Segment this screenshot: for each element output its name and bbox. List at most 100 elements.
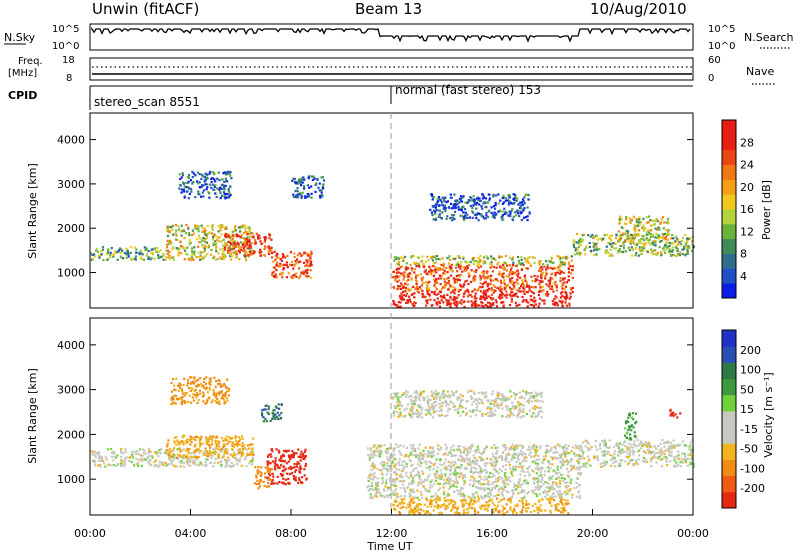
- velocity-cell: [240, 455, 243, 458]
- power-cell: [494, 213, 497, 217]
- velocity-cell: [296, 465, 299, 468]
- velocity-cell: [504, 468, 507, 471]
- power-cell: [577, 242, 580, 245]
- power-cell: [492, 266, 496, 269]
- velocity-cell: [204, 461, 207, 464]
- power-cell: [229, 185, 232, 188]
- velocity-cell: [555, 483, 558, 486]
- velocity-cell: [240, 451, 243, 454]
- velocity-cell: [191, 451, 194, 454]
- velocity-cell: [249, 453, 252, 456]
- velocity-cell: [452, 449, 456, 452]
- power-cell: [495, 301, 498, 304]
- power-cell: [424, 260, 427, 263]
- power-cell: [459, 288, 462, 291]
- power-cell: [228, 240, 231, 243]
- velocity-cell: [116, 454, 119, 457]
- velocity-cell: [267, 478, 270, 481]
- power-cell: [522, 216, 526, 219]
- power-cell: [666, 247, 669, 251]
- velocity-cell: [257, 482, 261, 486]
- power-cell: [500, 292, 504, 295]
- power-cell: [422, 263, 425, 266]
- velocity-cell: [166, 443, 169, 446]
- power-cell: [482, 293, 486, 296]
- power-cell: [501, 202, 504, 205]
- power-cell: [581, 240, 584, 243]
- velocity-cell: [494, 480, 498, 483]
- power-cell: [678, 253, 682, 257]
- power-cell: [684, 233, 687, 237]
- power-colorbar-tick-label: 4: [740, 270, 747, 283]
- power-cell: [203, 227, 206, 231]
- velocity-cell: [450, 455, 453, 458]
- velocity-cell: [240, 435, 244, 438]
- power-cell: [630, 246, 633, 249]
- power-cell: [438, 198, 441, 201]
- velocity-cell: [273, 416, 276, 419]
- velocity-cell: [579, 444, 582, 447]
- power-cell: [479, 199, 482, 203]
- power-cell: [287, 272, 290, 275]
- power-cell: [488, 262, 492, 265]
- power-cell: [489, 297, 493, 300]
- power-cell: [205, 176, 208, 180]
- power-cell: [558, 265, 561, 268]
- velocity-cell: [432, 463, 435, 466]
- power-cell: [579, 252, 583, 255]
- power-cell: [490, 274, 493, 277]
- velocity-cell: [484, 447, 487, 450]
- power-cell: [562, 277, 565, 280]
- power-cell: [275, 276, 279, 279]
- velocity-cell: [401, 460, 404, 463]
- power-cell: [629, 233, 633, 236]
- power-cell: [213, 172, 216, 175]
- power-cell: [516, 197, 519, 200]
- power-cell: [413, 268, 416, 271]
- velocity-cell: [178, 443, 181, 446]
- velocity-cell: [504, 459, 507, 462]
- power-cell: [237, 226, 240, 229]
- velocity-cell: [465, 457, 469, 460]
- freq-label-1: Freq.: [18, 56, 43, 67]
- power-cell: [310, 196, 313, 199]
- velocity-cell: [211, 440, 214, 443]
- power-cell: [220, 183, 223, 187]
- power-cell: [402, 273, 405, 276]
- velocity-cell: [528, 453, 531, 456]
- velocity-cell: [424, 478, 427, 481]
- power-cell: [440, 217, 443, 220]
- velocity-cell: [190, 401, 193, 404]
- power-cell: [684, 244, 688, 247]
- power-cell: [659, 236, 662, 239]
- power-cell: [464, 260, 467, 263]
- power-cell: [491, 297, 494, 300]
- velocity-cell: [281, 459, 285, 462]
- power-cell: [190, 190, 193, 193]
- velocity-cell: [148, 449, 151, 453]
- power-cell: [479, 259, 482, 262]
- power-cell: [622, 242, 625, 245]
- velocity-cell: [300, 467, 303, 470]
- velocity-cell: [173, 436, 176, 439]
- velocity-cell: [273, 409, 276, 412]
- power-cell: [638, 216, 641, 219]
- velocity-cell: [513, 485, 516, 489]
- velocity-cell: [511, 496, 514, 499]
- velocity-cell: [130, 460, 133, 464]
- power-cell: [416, 256, 419, 259]
- power-cell: [520, 256, 523, 259]
- power-cell: [632, 215, 635, 218]
- velocity-cell: [407, 476, 410, 479]
- power-cell: [666, 238, 669, 241]
- velocity-cell: [456, 489, 459, 492]
- power-cell: [465, 261, 468, 264]
- velocity-cell: [147, 460, 151, 463]
- power-cell: [464, 280, 467, 283]
- velocity-cell: [383, 444, 386, 447]
- velocity-cell: [558, 444, 561, 447]
- velocity-cell: [404, 490, 407, 493]
- velocity-cell: [367, 484, 370, 488]
- power-cell: [177, 254, 180, 257]
- power-cell: [244, 254, 247, 257]
